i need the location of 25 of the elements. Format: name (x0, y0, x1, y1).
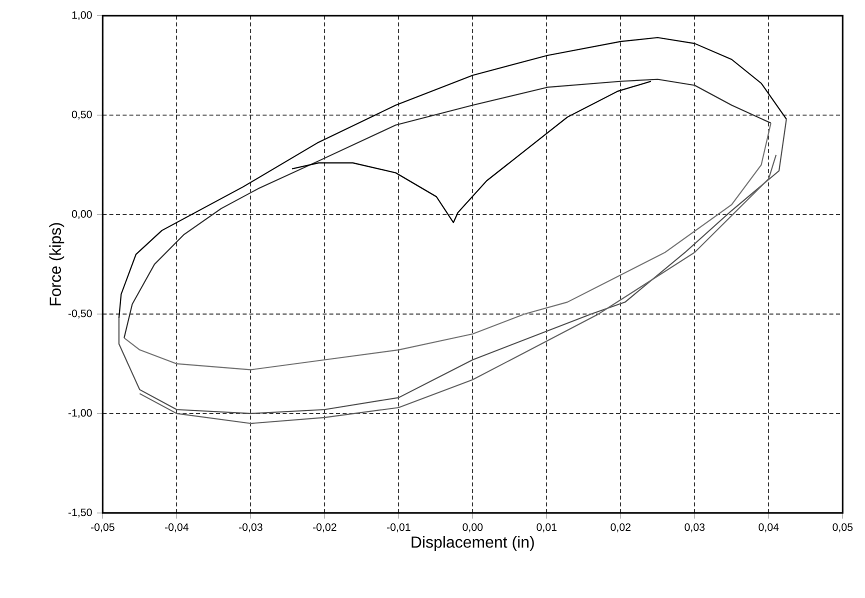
x-tick-label: 0,04 (758, 523, 779, 532)
x-tick-label: -0,01 (386, 523, 410, 532)
x-tick-label: -0,02 (312, 523, 336, 532)
line-series (124, 78, 772, 339)
x-axis-title: Displacement (in) (412, 536, 534, 551)
x-tick-label: -0,04 (164, 523, 189, 532)
y-tick-label: 0,50 (72, 110, 92, 120)
x-tick-label: 0,01 (536, 523, 557, 532)
x-tick-label: 0,00 (462, 523, 483, 532)
line-series (139, 154, 777, 424)
x-tick-label: 0,05 (832, 523, 853, 532)
y-tick-label: 1,00 (72, 11, 92, 20)
y-axis-title: Force (kips) (49, 223, 64, 306)
y-tick-label: -1,50 (68, 508, 92, 518)
x-tick-label: -0,03 (238, 523, 262, 532)
line-series (292, 80, 652, 224)
x-tick-label: 0,03 (684, 523, 705, 532)
y-tick-label: -0,50 (68, 310, 92, 318)
line-series (118, 118, 788, 414)
y-tick-label: -1,00 (68, 409, 92, 418)
line-series (118, 36, 788, 319)
x-tick-label: -0,05 (90, 523, 114, 532)
y-tick-label: 0,00 (72, 210, 92, 219)
x-tick-label: 0,02 (610, 523, 630, 532)
line-series (124, 122, 772, 370)
